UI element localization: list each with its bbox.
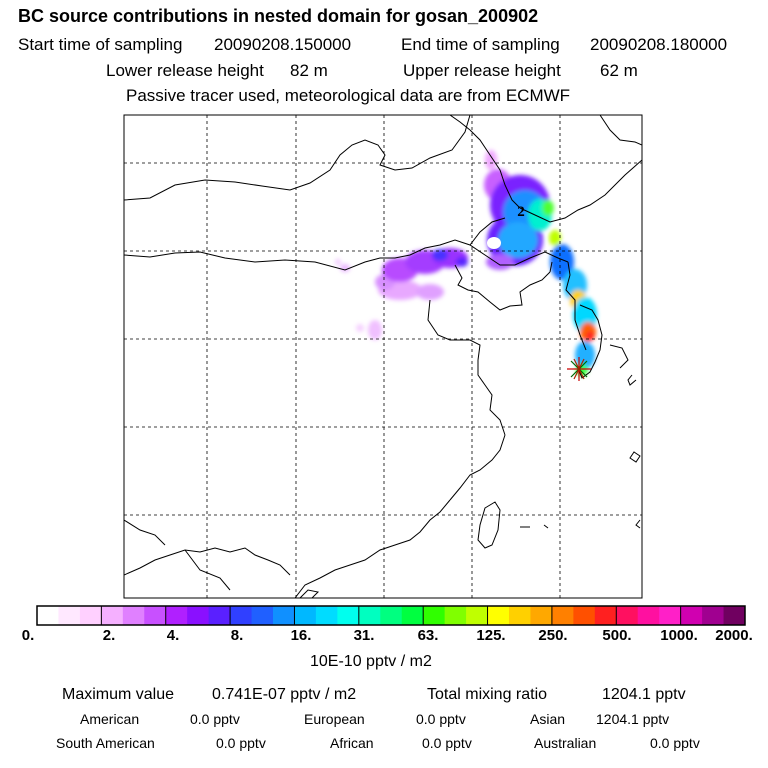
colorbar-swatch [79,606,102,625]
upper-height-value: 62 m [600,61,638,80]
colorbar-label: 4. [166,627,180,644]
region-value: 0.0 pptv [216,735,266,751]
max-value-label: Maximum value [62,686,175,703]
colorbar-swatch [659,606,682,625]
colorbar-swatch [315,606,338,625]
star-icon [567,357,591,381]
colorbar-swatch [573,606,596,625]
plume-marker-label: 2 [517,204,525,220]
colorbar-units: 10E-10 pptv / m2 [310,653,432,670]
colorbar-swatch [294,606,317,625]
colorbar-swatch [58,606,81,625]
colorbar-swatch [487,606,510,625]
region-value: 1204.1 pptv [596,711,670,727]
plot-title: BC source contributions in nested domain… [18,6,539,26]
colorbar-swatch [637,606,660,625]
coastlines [124,115,642,598]
region-name: European [304,711,365,727]
colorbar-swatch [423,606,446,625]
start-time-label: Start time of sampling [18,35,183,54]
colorbar-swatch [594,606,617,625]
upper-height-label: Upper release height [403,61,561,80]
region-name: African [330,735,374,751]
colorbar-frame [36,605,746,626]
total-mixing-value: 1204.1 pptv [602,686,686,703]
region-value: 0.0 pptv [190,711,240,727]
start-time-value: 20090208.150000 [214,35,352,54]
grid-lines [124,115,642,598]
plume-gap [487,237,501,249]
colorbar-swatch [680,606,703,625]
colorbar-swatch [187,606,210,625]
colorbar-swatch [165,606,188,625]
colorbar-label: 16. [290,627,312,644]
region-name: American [80,711,140,727]
colorbar-swatch [122,606,145,625]
colorbar-label: 500. [602,627,632,644]
colorbar-label: 31. [353,627,375,644]
map-frame-bg [124,115,642,598]
colorbar-swatch [251,606,274,625]
concentration-plume [335,150,597,376]
colorbar-swatch [723,606,746,625]
colorbar-swatch [230,606,253,625]
colorbar-swatch [444,606,467,625]
colorbar-swatch [616,606,639,625]
colorbar-swatch [702,606,725,625]
region-value: 0.0 pptv [650,735,700,751]
colorbar-swatch [466,606,489,625]
max-value: 0.741E-07 pptv / m2 [212,686,357,703]
colorbar-swatch [551,606,574,625]
end-time-value: 20090208.180000 [590,35,728,54]
colorbar [36,605,746,626]
lower-height-label: Lower release height [106,61,264,80]
colorbar-label: 2000. [715,627,753,644]
map-content: 2 [124,115,642,598]
lower-height-value: 82 m [290,61,328,80]
colorbar-swatch [37,606,59,625]
colorbar-label: 2. [102,627,116,644]
colorbar-swatch [380,606,403,625]
tracer-note: Passive tracer used, meteorological data… [126,86,571,105]
total-mixing-label: Total mixing ratio [427,686,548,703]
colorbar-swatch [208,606,231,625]
colorbar-label: 125. [476,627,506,644]
region-name: Australian [534,735,597,751]
colorbar-swatch [101,606,124,625]
colorbar-swatch [144,606,167,625]
colorbar-label: 0. [21,627,35,644]
map-frame [123,114,643,599]
colorbar-swatch [273,606,295,625]
colorbar-swatch [509,606,531,625]
region-name: Asian [530,711,566,727]
colorbar-label: 250. [538,627,568,644]
region-value: 0.0 pptv [416,711,466,727]
region-name: South American [56,735,155,751]
end-time-label: End time of sampling [401,35,560,54]
colorbar-label: 8. [230,627,244,644]
colorbar-swatch [358,606,381,625]
colorbar-label: 1000. [660,627,698,644]
colorbar-swatch [337,606,360,625]
colorbar-swatch [401,606,424,625]
colorbar-label: 63. [417,627,439,644]
region-value: 0.0 pptv [422,735,472,751]
colorbar-swatch [530,606,553,625]
